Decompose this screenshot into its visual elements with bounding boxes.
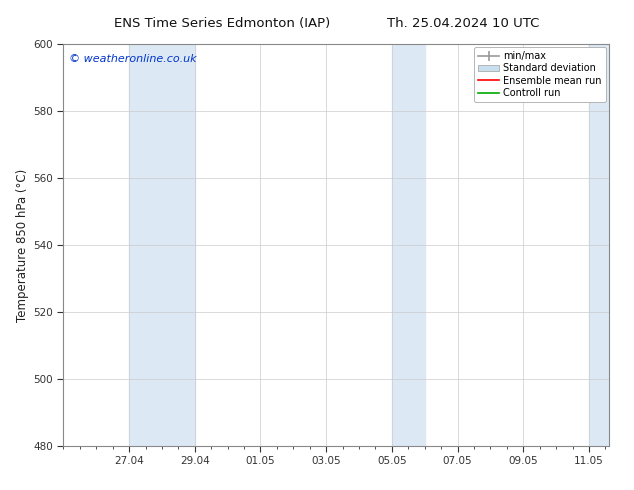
Text: Th. 25.04.2024 10 UTC: Th. 25.04.2024 10 UTC	[387, 17, 539, 30]
Bar	[589, 44, 609, 446]
Legend: min/max, Standard deviation, Ensemble mean run, Controll run: min/max, Standard deviation, Ensemble me…	[474, 47, 605, 102]
Text: ENS Time Series Edmonton (IAP): ENS Time Series Edmonton (IAP)	[113, 17, 330, 30]
Text: © weatheronline.co.uk: © weatheronline.co.uk	[69, 54, 197, 64]
Y-axis label: Temperature 850 hPa (°C): Temperature 850 hPa (°C)	[16, 169, 29, 321]
Bar	[129, 44, 195, 446]
Bar	[392, 44, 425, 446]
